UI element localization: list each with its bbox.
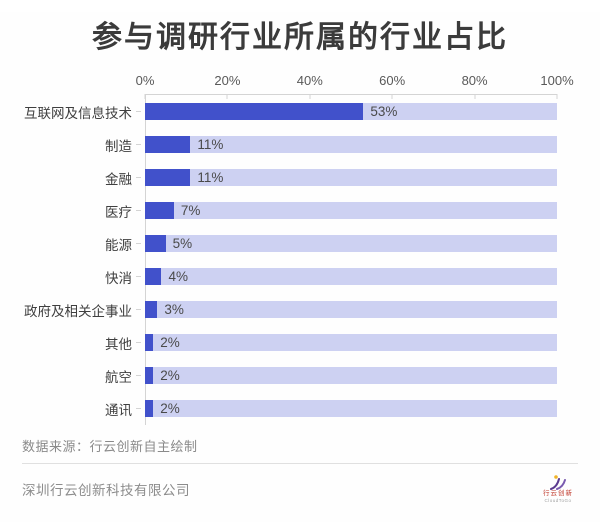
value-label: 7% [180, 203, 201, 218]
category-label: 航空 [105, 369, 132, 385]
footer: 深圳行云创新科技有限公司 行云创新 CloudToGo [22, 474, 578, 504]
x-tick-label: 0% [135, 73, 155, 88]
bar-track: 2% [145, 367, 557, 384]
logo-swoosh-icon [550, 475, 566, 490]
logo-sub-text: CloudToGo [544, 498, 572, 503]
data-source-note: 数据来源：行云创新自主绘制 [22, 439, 198, 454]
bar-track: 11% [145, 136, 557, 153]
category-tick-mark [136, 408, 141, 409]
bar [145, 334, 154, 351]
bar [145, 202, 174, 219]
bar [145, 400, 154, 417]
x-axis: 0% 20% 40% 60% 80% 100% [136, 70, 574, 99]
x-tick-mark [309, 94, 311, 99]
value-label: 3% [164, 302, 184, 317]
bar-row: 航空 2% [0, 359, 600, 392]
x-tick-label: 80% [461, 73, 488, 88]
x-tick-mark [391, 94, 393, 99]
category-tick-mark [136, 210, 141, 211]
value-label: 5% [172, 236, 193, 251]
category-tick-mark [136, 177, 141, 178]
value-label: 11% [197, 170, 224, 185]
category-tick-mark [136, 111, 141, 112]
category-tick-mark [136, 243, 141, 244]
y-axis-line [145, 95, 146, 425]
category-tick-mark [136, 144, 141, 145]
bar-track: 5% [145, 235, 557, 252]
value-label: 4% [168, 269, 188, 284]
bar-track: 3% [145, 301, 557, 318]
bar [145, 235, 166, 252]
bar-chart: 0% 20% 40% 60% 80% 100% 互联网及信息技术 53% 制造 11% 金… [0, 70, 600, 425]
x-tick-label: 100% [540, 73, 574, 88]
bar-row: 制造 11% [0, 128, 600, 161]
category-label: 政府及相关企事业 [24, 303, 132, 319]
value-label: 2% [160, 335, 180, 350]
value-label: 2% [160, 368, 180, 383]
bar-track: 7% [145, 202, 557, 219]
bar [145, 136, 191, 153]
company-name: 深圳行云创新科技有限公司 [22, 483, 190, 498]
page: 参与调研行业所属的行业占比 0% 20% 40% 60% 80% 100% 互联网及信息技… [0, 12, 600, 522]
bar-row: 能源 5% [0, 227, 600, 260]
bar [145, 103, 364, 120]
bar [145, 367, 154, 384]
company-logo: 行云创新 CloudToGo [538, 474, 578, 504]
bar-row: 快消 4% [0, 260, 600, 293]
category-label: 其他 [105, 336, 132, 352]
bar-row: 其他 2% [0, 326, 600, 359]
category-label: 医疗 [105, 204, 132, 220]
x-tick-mark [474, 94, 476, 99]
category-label: 制造 [105, 138, 132, 154]
x-tick-label: 60% [379, 73, 406, 88]
bar-track: 11% [145, 169, 557, 186]
category-tick-mark [136, 342, 141, 343]
bar-track: 2% [145, 400, 557, 417]
category-label: 能源 [105, 237, 132, 253]
category-tick-mark [136, 375, 141, 376]
x-tick-label: 20% [214, 73, 241, 88]
bar-track: 4% [145, 268, 557, 285]
value-label: 2% [160, 401, 180, 416]
category-tick-mark [136, 276, 141, 277]
bar-track: 2% [145, 334, 557, 351]
logo-brand-text: 行云创新 [543, 490, 573, 497]
bar-row: 金融 11% [0, 161, 600, 194]
category-tick-mark [136, 309, 141, 310]
value-label: 53% [370, 104, 398, 119]
category-label: 通讯 [105, 402, 132, 418]
category-label: 互联网及信息技术 [24, 105, 132, 121]
chart-title: 参与调研行业所属的行业占比 [92, 21, 508, 54]
bar-row: 医疗 7% [0, 194, 600, 227]
bar-track: 53% [145, 103, 557, 120]
bar [145, 301, 158, 318]
x-tick-label: 40% [296, 73, 323, 88]
footer-divider [22, 463, 578, 464]
bar-rows: 互联网及信息技术 53% 制造 11% 金融 11% 医疗 7% 能源 [0, 95, 600, 425]
bar-row: 互联网及信息技术 53% [0, 95, 600, 128]
bar-row: 政府及相关企事业 3% [0, 293, 600, 326]
value-label: 11% [197, 137, 224, 152]
x-tick-mark [556, 94, 558, 99]
category-label: 金融 [105, 171, 132, 187]
bar [145, 169, 191, 186]
bar [145, 268, 162, 285]
bar-row: 通讯 2% [0, 392, 600, 425]
x-tick-mark [226, 94, 228, 99]
category-label: 快消 [105, 270, 132, 286]
